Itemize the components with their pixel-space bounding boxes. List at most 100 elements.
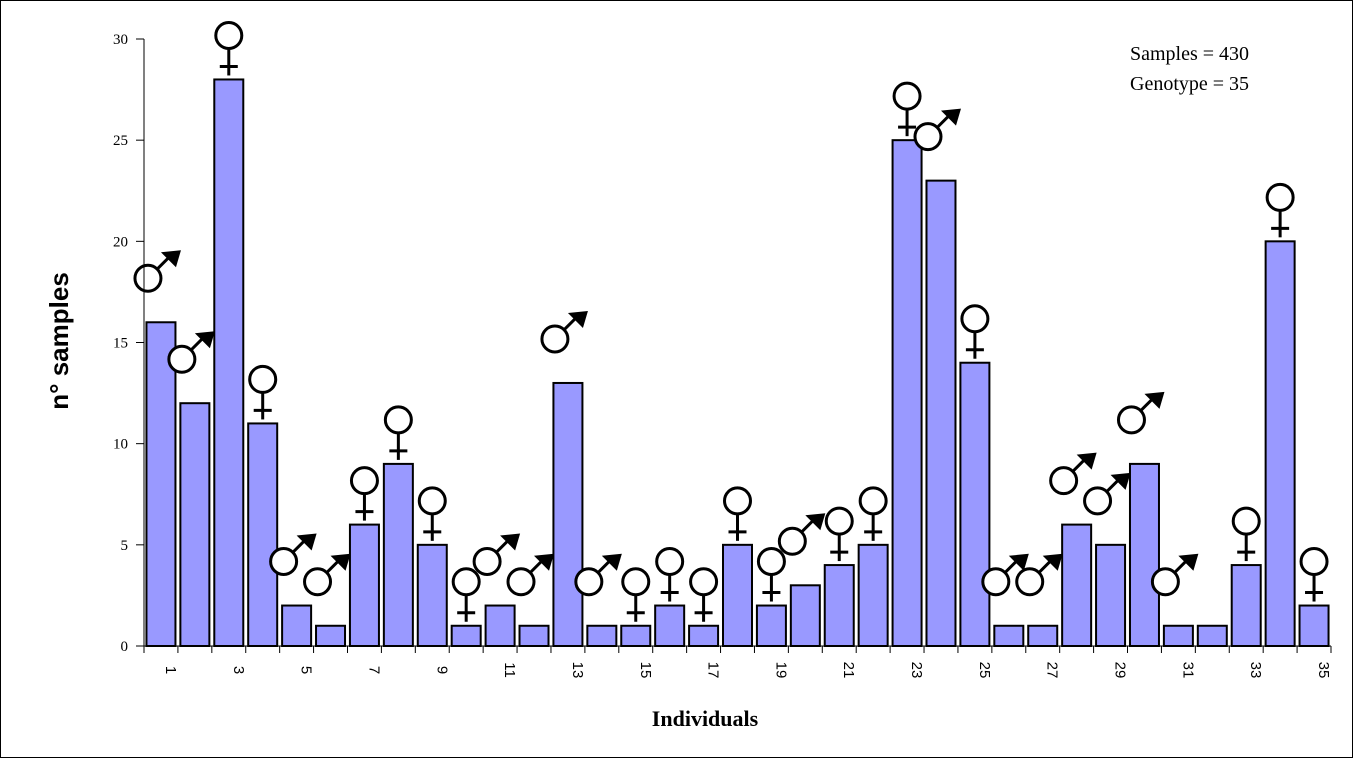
bar-24 xyxy=(925,179,957,647)
female-symbol-icon xyxy=(655,547,685,602)
male-symbol-icon xyxy=(506,553,555,597)
female-symbol-icon xyxy=(689,567,719,622)
female-symbol-icon xyxy=(723,486,752,541)
bar-22 xyxy=(857,543,889,647)
bar-9 xyxy=(416,543,448,647)
bar-3 xyxy=(213,78,245,647)
bar-1 xyxy=(145,321,177,647)
annotation-genotype: Genotype = 35 xyxy=(1130,73,1249,95)
y-axis-title: n° samples xyxy=(44,272,74,410)
bar-8 xyxy=(382,462,414,647)
bar-15 xyxy=(620,624,652,647)
x-tick-label: 29 xyxy=(1112,662,1129,679)
x-tick-label: 27 xyxy=(1044,662,1061,679)
male-symbol-icon xyxy=(472,533,521,577)
male-symbol-icon xyxy=(1015,553,1063,597)
bar-23 xyxy=(891,139,923,648)
bar-14 xyxy=(586,624,618,647)
female-symbol-icon xyxy=(1231,506,1261,562)
bar-28 xyxy=(1061,523,1093,647)
male-symbol-icon xyxy=(1116,391,1165,435)
y-tick-label: 5 xyxy=(121,538,129,554)
bar-10 xyxy=(450,624,482,647)
x-tick-label: 19 xyxy=(772,662,789,679)
female-symbol-icon xyxy=(824,506,854,562)
bar-20 xyxy=(789,584,821,647)
female-symbol-icon xyxy=(1299,547,1329,602)
y-tick-label: 25 xyxy=(113,133,128,149)
male-symbol-icon xyxy=(1150,553,1199,597)
x-tick-label: 23 xyxy=(908,662,925,679)
x-tick-label: 25 xyxy=(976,662,993,679)
bar-35 xyxy=(1298,604,1330,647)
bar-12 xyxy=(518,624,550,647)
male-symbol-icon xyxy=(981,553,1029,597)
male-symbol-icon xyxy=(167,331,215,374)
female-symbol-icon xyxy=(248,364,278,420)
female-symbol-icon xyxy=(756,547,786,602)
male-symbol-icon xyxy=(133,250,181,293)
female-symbol-icon xyxy=(451,567,481,622)
bar-31 xyxy=(1162,624,1194,647)
bar-13 xyxy=(552,381,584,647)
x-tick-label: 21 xyxy=(840,662,857,679)
x-tick-label: 7 xyxy=(365,666,382,674)
bar-26 xyxy=(993,624,1025,647)
bar-11 xyxy=(484,604,516,647)
bar-6 xyxy=(315,624,347,647)
bar-17 xyxy=(688,624,720,647)
male-symbol-icon xyxy=(540,310,588,354)
bar-18 xyxy=(722,543,753,647)
bars-group xyxy=(145,78,1330,648)
axes-group: 0 5 10 15 20 25 30 1 3 5 7 9 11 13 15 17 19 21 23 25 27 29 31 3… xyxy=(113,32,1332,678)
x-tick-label: 3 xyxy=(230,666,247,674)
male-symbol-icon xyxy=(913,108,961,152)
annotation-samples: Samples = 430 xyxy=(1130,43,1249,65)
x-tick-label: 15 xyxy=(637,662,654,679)
bar-5 xyxy=(281,604,313,647)
female-symbol-icon xyxy=(892,81,922,137)
female-symbol-icon xyxy=(417,486,447,541)
x-tick-label: 13 xyxy=(569,662,586,679)
bar-27 xyxy=(1027,624,1059,647)
male-symbol-icon xyxy=(777,513,826,556)
x-tick-label: 11 xyxy=(501,662,518,678)
female-symbol-icon xyxy=(960,304,990,359)
bar-16 xyxy=(654,604,686,647)
bar-19 xyxy=(755,604,787,647)
y-tick-label: 0 xyxy=(121,639,129,655)
female-symbol-icon xyxy=(858,486,888,541)
bar-2 xyxy=(179,402,211,648)
female-symbol-icon xyxy=(1265,182,1295,238)
x-axis-title: Individuals xyxy=(652,706,759,731)
female-symbol-icon xyxy=(621,567,651,622)
bar-29 xyxy=(1095,543,1127,647)
male-symbol-icon xyxy=(303,553,351,597)
y-tick-label: 15 xyxy=(113,336,128,352)
x-tick-label: 17 xyxy=(705,662,722,679)
female-symbol-icon xyxy=(349,466,379,521)
y-tick-label: 20 xyxy=(113,234,128,250)
bar-21 xyxy=(823,564,855,647)
bar-4 xyxy=(247,422,279,647)
male-symbol-icon xyxy=(574,553,622,597)
bar-25 xyxy=(959,361,991,647)
male-symbol-icon xyxy=(1049,452,1097,496)
y-tick-label: 30 xyxy=(113,32,128,48)
male-symbol-icon xyxy=(269,533,317,577)
x-tick-label: 9 xyxy=(433,666,450,674)
x-tick-label: 1 xyxy=(162,666,179,674)
bar-32 xyxy=(1196,624,1228,647)
sex-symbols-group xyxy=(133,20,1329,622)
female-symbol-icon xyxy=(214,20,244,76)
x-tick-label: 31 xyxy=(1179,662,1196,679)
bar-30 xyxy=(1128,462,1160,647)
x-tick-label: 33 xyxy=(1247,662,1264,679)
x-tick-label: 35 xyxy=(1315,662,1332,679)
male-symbol-icon xyxy=(1083,472,1131,516)
bar-7 xyxy=(348,523,380,647)
bar-34 xyxy=(1264,240,1296,647)
y-tick-label: 10 xyxy=(113,437,128,453)
